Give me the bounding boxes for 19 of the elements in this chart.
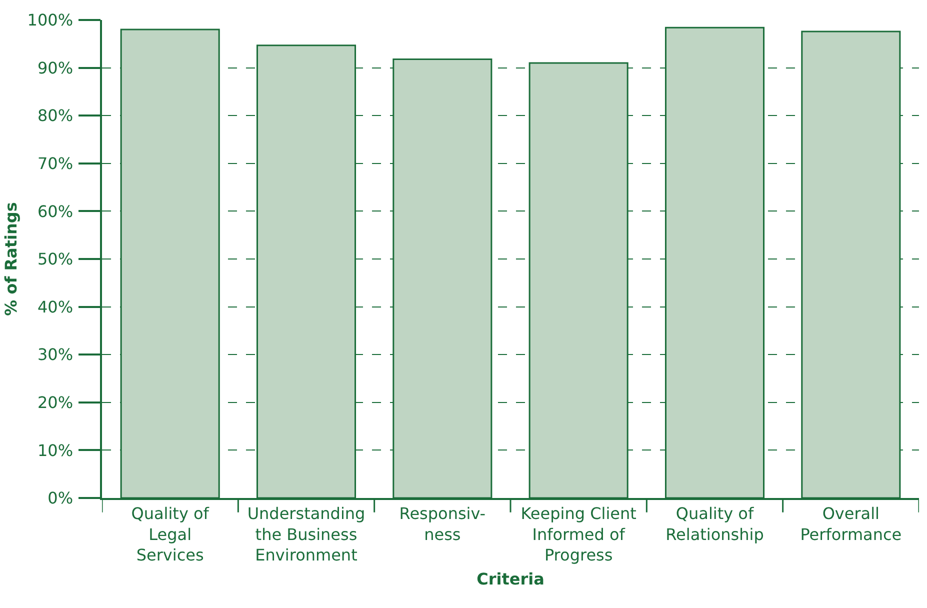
x-tick-label: Understanding the Business Environment	[247, 504, 366, 565]
x-tick-label: Responsiv- ness	[399, 504, 486, 544]
x-tick-label: Keeping Client Informed of Progress	[520, 504, 636, 565]
y-axis-title: % of Ratings	[2, 202, 21, 316]
y-tick-label: 0%	[48, 488, 74, 508]
x-tick-label: Overall Performance	[800, 504, 902, 544]
y-tick-label: 20%	[37, 393, 74, 412]
y-tick-label: 10%	[37, 440, 74, 460]
x-axis-title: Criteria	[476, 570, 544, 589]
y-tick-label: 30%	[37, 345, 74, 364]
y-tick-label: 90%	[37, 58, 74, 78]
y-tick-label: 80%	[37, 106, 74, 126]
y-tick-label: 50%	[37, 250, 74, 269]
x-tick-label: Quality of Relationship	[666, 504, 764, 544]
y-tick-label: 70%	[37, 154, 74, 173]
y-tick-label: 60%	[37, 202, 74, 221]
y-tick-label: 40%	[37, 297, 74, 316]
x-tick-label: Quality of Legal Services	[131, 504, 210, 565]
y-tick-label: 100%	[27, 10, 74, 30]
